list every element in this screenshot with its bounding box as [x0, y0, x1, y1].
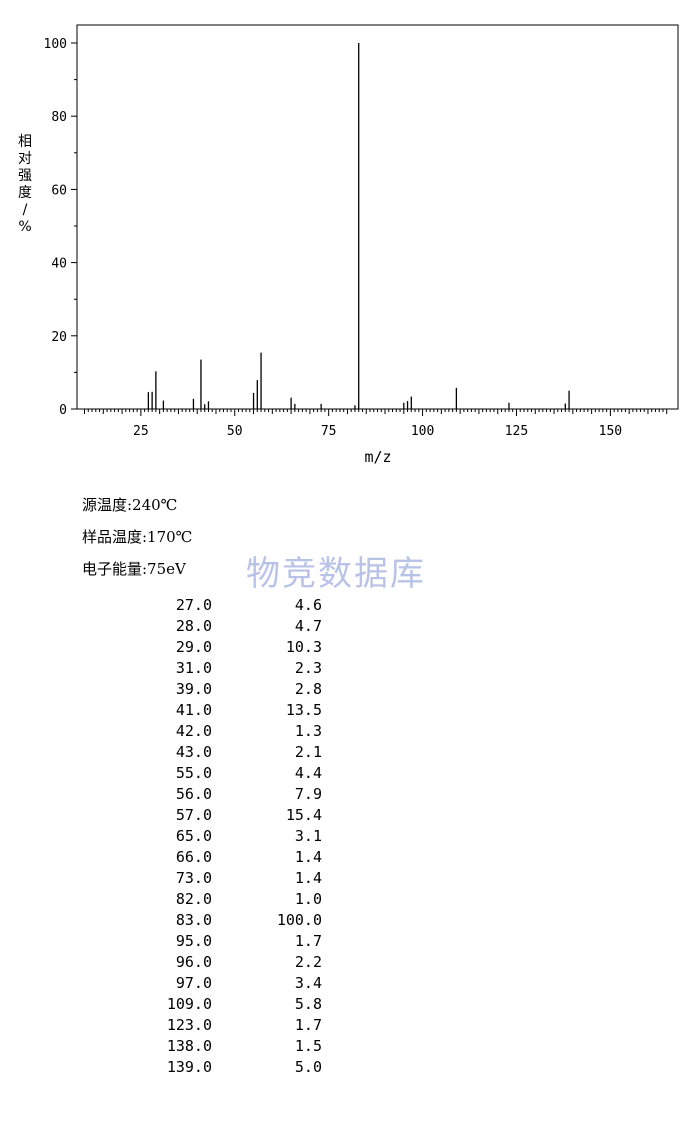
mz-value: 41.0	[175, 701, 212, 719]
abundance-value: 5.8	[294, 995, 322, 1013]
abundance-value: 2.1	[294, 743, 322, 761]
abundance-value: 2.2	[294, 953, 322, 971]
abundance-value: 1.3	[294, 722, 322, 740]
x-tick-label: 50	[227, 424, 243, 439]
x-tick-label: 150	[599, 424, 622, 439]
mz-value: 82.0	[175, 890, 212, 908]
abundance-value: 1.4	[294, 869, 322, 887]
x-tick-label: 125	[505, 424, 528, 439]
abundance-value: 7.9	[294, 785, 322, 803]
mz-value: 55.0	[175, 764, 212, 782]
x-axis-label: m/z	[364, 448, 391, 466]
mz-value: 73.0	[175, 869, 212, 887]
mass-spectrum-chart: 0 20 40 60 80 100 25 50 75 100 125 150 m/z 相对强度/%	[18, 24, 679, 466]
y-axis: 0 20 40 60 80 100	[44, 37, 77, 418]
x-tick-label: 75	[321, 424, 337, 439]
mz-value: 97.0	[175, 974, 212, 992]
y-tick-label: 60	[51, 183, 67, 198]
y-tick-label: 80	[51, 110, 67, 125]
mz-value: 56.0	[175, 785, 212, 803]
y-tick-label: 40	[51, 257, 67, 272]
abundance-value: 13.5	[285, 701, 322, 719]
abundance-value: 1.7	[294, 932, 322, 950]
abundance-value: 3.1	[294, 827, 322, 845]
mz-value: 29.0	[175, 638, 212, 656]
abundance-value: 15.4	[285, 806, 322, 824]
spectrum-peaks	[147, 43, 570, 409]
abundance-value: 2.8	[294, 680, 322, 698]
x-axis: 25 50 75 100 125 150	[84, 409, 668, 439]
abundance-value: 4.6	[294, 596, 322, 614]
mz-value: 66.0	[175, 848, 212, 866]
abundance-value: 4.4	[294, 764, 322, 782]
electron-energy: 电子能量:75eV	[82, 560, 186, 578]
source-temperature: 源温度:240℃	[82, 496, 178, 514]
mz-value: 42.0	[175, 722, 212, 740]
plot-frame	[76, 24, 679, 410]
abundance-value: 100.0	[276, 911, 322, 929]
abundance-value: 1.4	[294, 848, 322, 866]
abundance-value: 2.3	[294, 659, 322, 677]
mz-value: 65.0	[175, 827, 212, 845]
mz-value: 123.0	[166, 1016, 212, 1034]
abundance-value: 1.7	[294, 1016, 322, 1034]
abundance-value: 4.7	[294, 617, 322, 635]
abundance-value: 10.3	[285, 638, 322, 656]
x-tick-label: 25	[133, 424, 149, 439]
mz-value: 96.0	[175, 953, 212, 971]
watermark: 物竞数据库	[246, 554, 426, 594]
y-tick-label: 100	[44, 37, 67, 52]
y-tick-label: 20	[51, 330, 67, 345]
sample-temperature: 样品温度:170℃	[82, 528, 193, 546]
y-axis-label: 相对强度/%	[18, 134, 32, 235]
mz-value: 28.0	[175, 617, 212, 635]
mz-value: 43.0	[175, 743, 212, 761]
abundance-value: 1.5	[294, 1037, 322, 1055]
y-tick-label: 0	[59, 403, 67, 418]
mz-value: 27.0	[175, 596, 212, 614]
mz-value: 109.0	[166, 995, 212, 1013]
x-tick-label: 100	[411, 424, 434, 439]
abundance-value: 3.4	[294, 974, 322, 992]
mz-value: 139.0	[166, 1058, 212, 1076]
abundance-value: 5.0	[294, 1058, 322, 1076]
mz-value: 31.0	[175, 659, 212, 677]
mz-value: 39.0	[175, 680, 212, 698]
mz-value: 57.0	[175, 806, 212, 824]
mz-value: 138.0	[166, 1037, 212, 1055]
mz-value: 95.0	[175, 932, 212, 950]
mz-value: 83.0	[175, 911, 212, 929]
abundance-value: 1.0	[294, 890, 322, 908]
